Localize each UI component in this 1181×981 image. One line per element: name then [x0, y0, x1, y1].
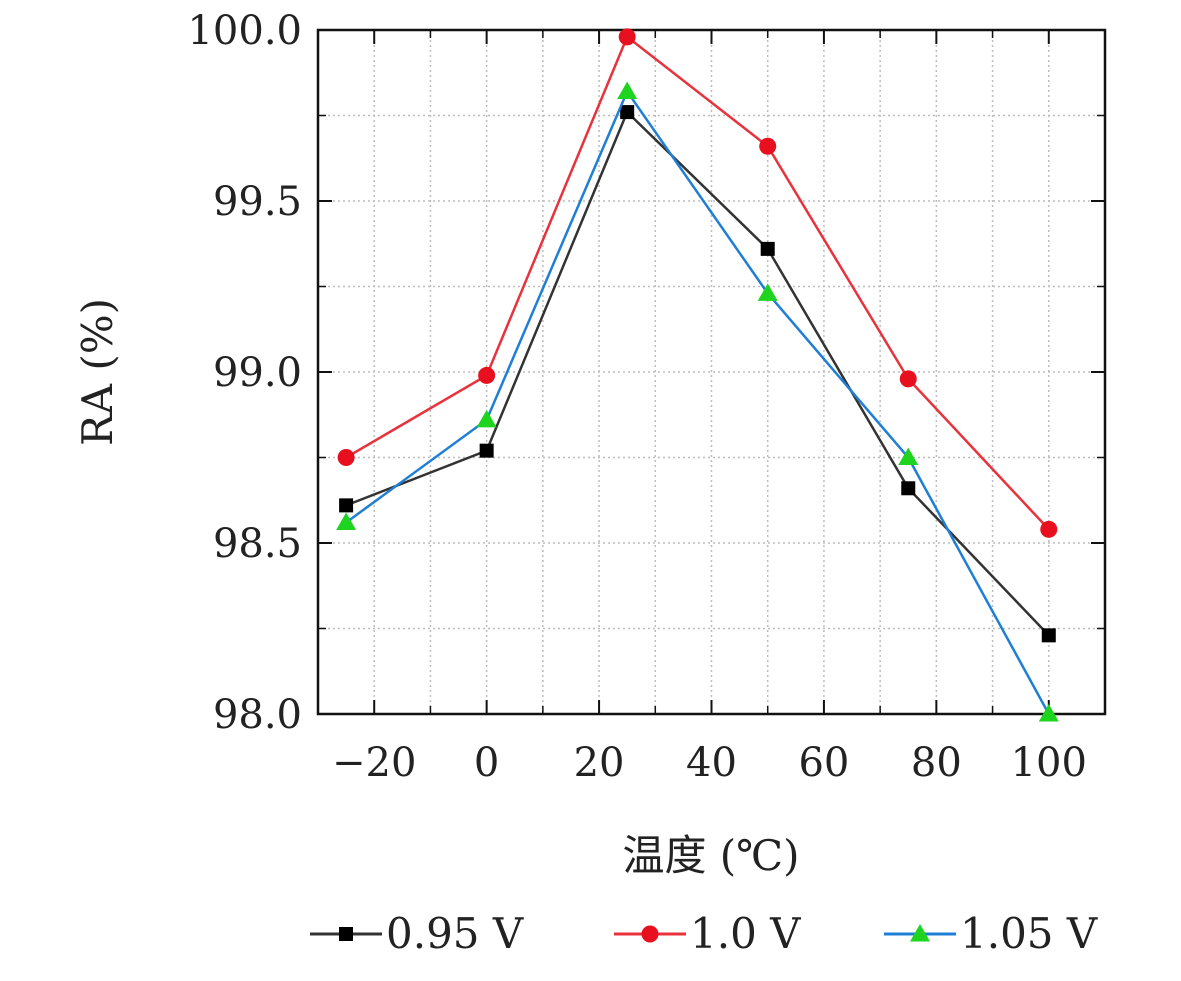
data-point — [899, 370, 917, 388]
x-tick-label: 0 — [474, 740, 499, 786]
y-tick-label: 99.5 — [213, 179, 302, 225]
grid — [318, 29, 1105, 715]
series-line — [345, 109, 1050, 637]
y-tick-label: 98.5 — [213, 521, 302, 567]
series-1_05-V — [336, 81, 1059, 722]
x-tick-label: 100 — [1011, 740, 1087, 786]
legend-marker — [641, 925, 659, 943]
data-point — [1040, 520, 1058, 538]
data-point — [757, 283, 778, 301]
axis-ticks — [318, 29, 1105, 715]
legend-item: 0.95 V — [310, 909, 524, 958]
legend-item: 1.05 V — [884, 909, 1098, 958]
data-point — [339, 498, 354, 513]
data-point — [617, 81, 638, 100]
series-line — [345, 88, 1050, 715]
data-point — [337, 449, 355, 466]
data-point — [618, 28, 636, 46]
legend: 0.95 V 1.0 V 1.05 V — [310, 909, 1098, 958]
data-point — [901, 481, 916, 496]
x-axis-title: 温度 (℃) — [622, 831, 799, 880]
y-axis-title: RA (%) — [73, 298, 122, 446]
y-tick-label: 100.0 — [187, 8, 302, 54]
data-point — [336, 512, 357, 530]
legend-label: 1.05 V — [960, 909, 1098, 958]
x-tick-label: 60 — [798, 740, 849, 786]
legend-label: 1.0 V — [690, 909, 801, 958]
data-point — [1041, 628, 1056, 643]
series-0_95-V — [339, 105, 1056, 643]
x-tick-label: −20 — [332, 740, 416, 786]
data-point — [476, 409, 497, 428]
x-tick-label: 40 — [686, 740, 737, 786]
x-tick-label: 80 — [911, 740, 962, 786]
data-point — [898, 447, 919, 465]
data-point — [479, 443, 494, 458]
legend-label: 0.95 V — [386, 909, 524, 958]
data-point — [478, 366, 496, 384]
x-tick-label: 20 — [574, 740, 625, 786]
series-layer — [336, 28, 1059, 722]
data-point — [760, 241, 775, 256]
y-tick-label: 99.0 — [213, 350, 302, 396]
legend-marker — [339, 927, 353, 941]
tick-labels: −20 0 20 40 60 80 100 98.0 98.5 99.0 99.5 100.0 — [187, 8, 1086, 786]
data-point — [620, 105, 635, 120]
series-1_0-V — [337, 28, 1058, 538]
data-point — [759, 137, 777, 155]
y-tick-label: 98.0 — [213, 692, 302, 738]
legend-item: 1.0 V — [614, 909, 801, 958]
series-line — [345, 34, 1050, 531]
legend-marker — [910, 924, 930, 942]
data-point — [1038, 704, 1059, 722]
